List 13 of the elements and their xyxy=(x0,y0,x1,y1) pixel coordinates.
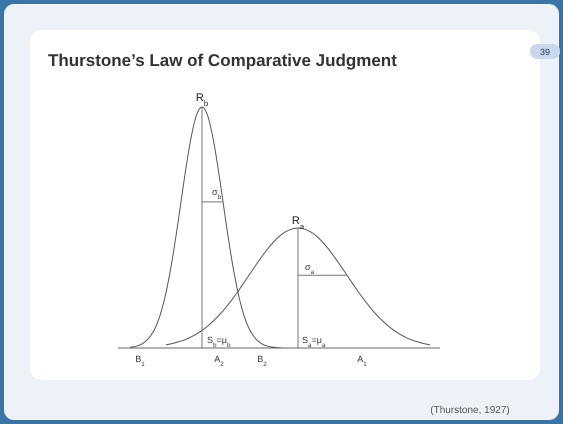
text: B$_{1}$ xyxy=(135,354,146,368)
text: 39 xyxy=(540,47,550,57)
text: A$_{2}$ xyxy=(214,354,224,368)
annotation: S$_{a}$=μ$_{a}$ xyxy=(302,335,326,348)
annotation: S$_{b}$=μ$_{b}$ xyxy=(207,335,231,348)
annotation: R$_{b}$ xyxy=(196,92,208,108)
annotation: σ$_{a}$ xyxy=(305,262,315,276)
text: (Thurstone, 1927) xyxy=(430,405,510,416)
text: A$_{1}$ xyxy=(357,354,368,368)
chart-title: Thurstone’s Law of Comparative Judgment xyxy=(48,51,398,70)
annotation: R$_{a}$ xyxy=(292,215,305,230)
text: B$_{2}$ xyxy=(257,354,268,368)
annotation: σ$_{b}$ xyxy=(212,187,222,200)
